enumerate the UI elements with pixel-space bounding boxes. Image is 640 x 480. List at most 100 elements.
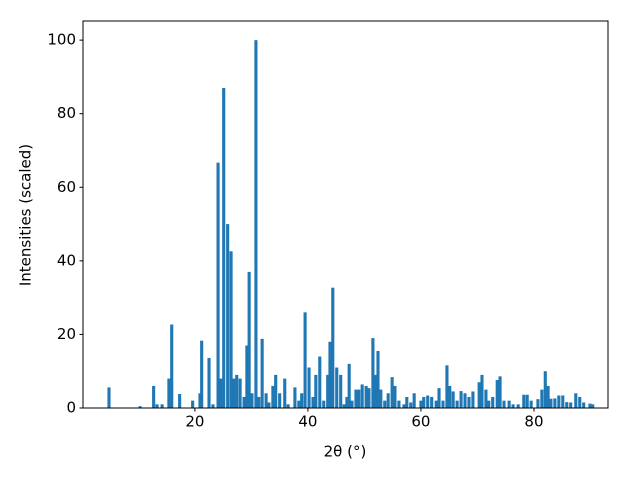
bar <box>516 404 520 408</box>
bar <box>345 396 349 408</box>
bar <box>235 374 239 408</box>
bar <box>360 384 364 408</box>
bar <box>379 389 383 408</box>
bar <box>434 400 438 408</box>
y-tick-label: 80 <box>57 104 76 122</box>
bar <box>283 378 287 408</box>
bar <box>409 402 413 408</box>
bar <box>219 378 223 408</box>
bar <box>222 87 226 409</box>
bar <box>448 385 452 408</box>
bar <box>138 406 142 408</box>
bar <box>502 400 506 408</box>
bar <box>311 396 315 408</box>
bar <box>293 387 297 408</box>
bar <box>549 398 553 408</box>
bar <box>455 400 459 408</box>
bar <box>467 396 471 408</box>
bar <box>546 385 550 408</box>
bar <box>441 400 445 408</box>
bar <box>226 224 230 408</box>
bar <box>297 400 301 408</box>
bar <box>390 377 394 408</box>
bar <box>198 393 202 408</box>
bar <box>484 389 488 408</box>
bar <box>200 340 204 408</box>
bar <box>322 400 326 408</box>
bar <box>582 402 586 408</box>
bar <box>278 393 282 408</box>
bar <box>347 363 351 408</box>
bar <box>211 404 215 408</box>
bar <box>422 396 426 408</box>
y-tick-label: 40 <box>57 251 76 269</box>
bar <box>507 400 511 408</box>
bar <box>232 378 236 408</box>
bar <box>471 391 475 408</box>
bar <box>553 398 557 408</box>
y-tick-label: 60 <box>57 178 76 196</box>
y-axis-label: Intensities (scaled) <box>17 144 35 286</box>
bar <box>267 402 271 408</box>
bar <box>393 385 397 408</box>
bar <box>339 374 343 408</box>
bar <box>167 378 171 408</box>
bar <box>565 402 569 408</box>
bar <box>207 357 211 408</box>
bar <box>540 389 544 408</box>
bar <box>459 391 463 408</box>
bar <box>303 312 307 408</box>
bar <box>350 400 354 408</box>
bar <box>367 388 371 408</box>
bar <box>419 400 423 408</box>
bar <box>331 287 335 408</box>
bar <box>588 403 592 408</box>
bar <box>229 251 233 408</box>
bar <box>426 395 430 408</box>
bar <box>591 404 595 408</box>
bar <box>307 367 311 408</box>
bar <box>491 396 495 408</box>
bar <box>402 404 406 408</box>
bar <box>376 350 380 408</box>
bar <box>522 394 526 408</box>
bar <box>342 404 346 408</box>
bar <box>242 396 246 408</box>
y-tick-label: 20 <box>57 325 76 343</box>
bar <box>254 40 258 409</box>
y-tick-label: 0 <box>66 399 76 417</box>
bar <box>373 374 377 408</box>
bar <box>525 394 529 408</box>
x-axis-label: 2θ (°) <box>324 443 367 461</box>
bar <box>318 356 322 408</box>
bar <box>257 396 261 408</box>
bar <box>463 393 467 408</box>
y-tick-label: 100 <box>47 31 76 49</box>
bar <box>557 395 561 408</box>
bar <box>274 374 278 408</box>
bar <box>430 396 434 408</box>
plot-frame <box>82 20 609 409</box>
bar <box>271 385 275 408</box>
bar <box>383 400 387 408</box>
bar <box>152 385 156 408</box>
bar <box>170 324 174 408</box>
bar <box>155 404 159 408</box>
bar <box>561 395 565 408</box>
bar <box>445 365 449 408</box>
bar <box>529 400 533 408</box>
bar <box>477 382 481 408</box>
bar <box>511 404 515 408</box>
bar <box>574 393 578 408</box>
bar <box>397 400 401 408</box>
bar <box>191 400 195 408</box>
x-tick-label: 80 <box>524 413 543 431</box>
bar <box>536 399 540 408</box>
bar <box>286 404 290 408</box>
bar <box>260 338 264 408</box>
bar <box>354 389 358 408</box>
x-tick-label: 60 <box>411 413 430 431</box>
bar <box>412 393 416 408</box>
